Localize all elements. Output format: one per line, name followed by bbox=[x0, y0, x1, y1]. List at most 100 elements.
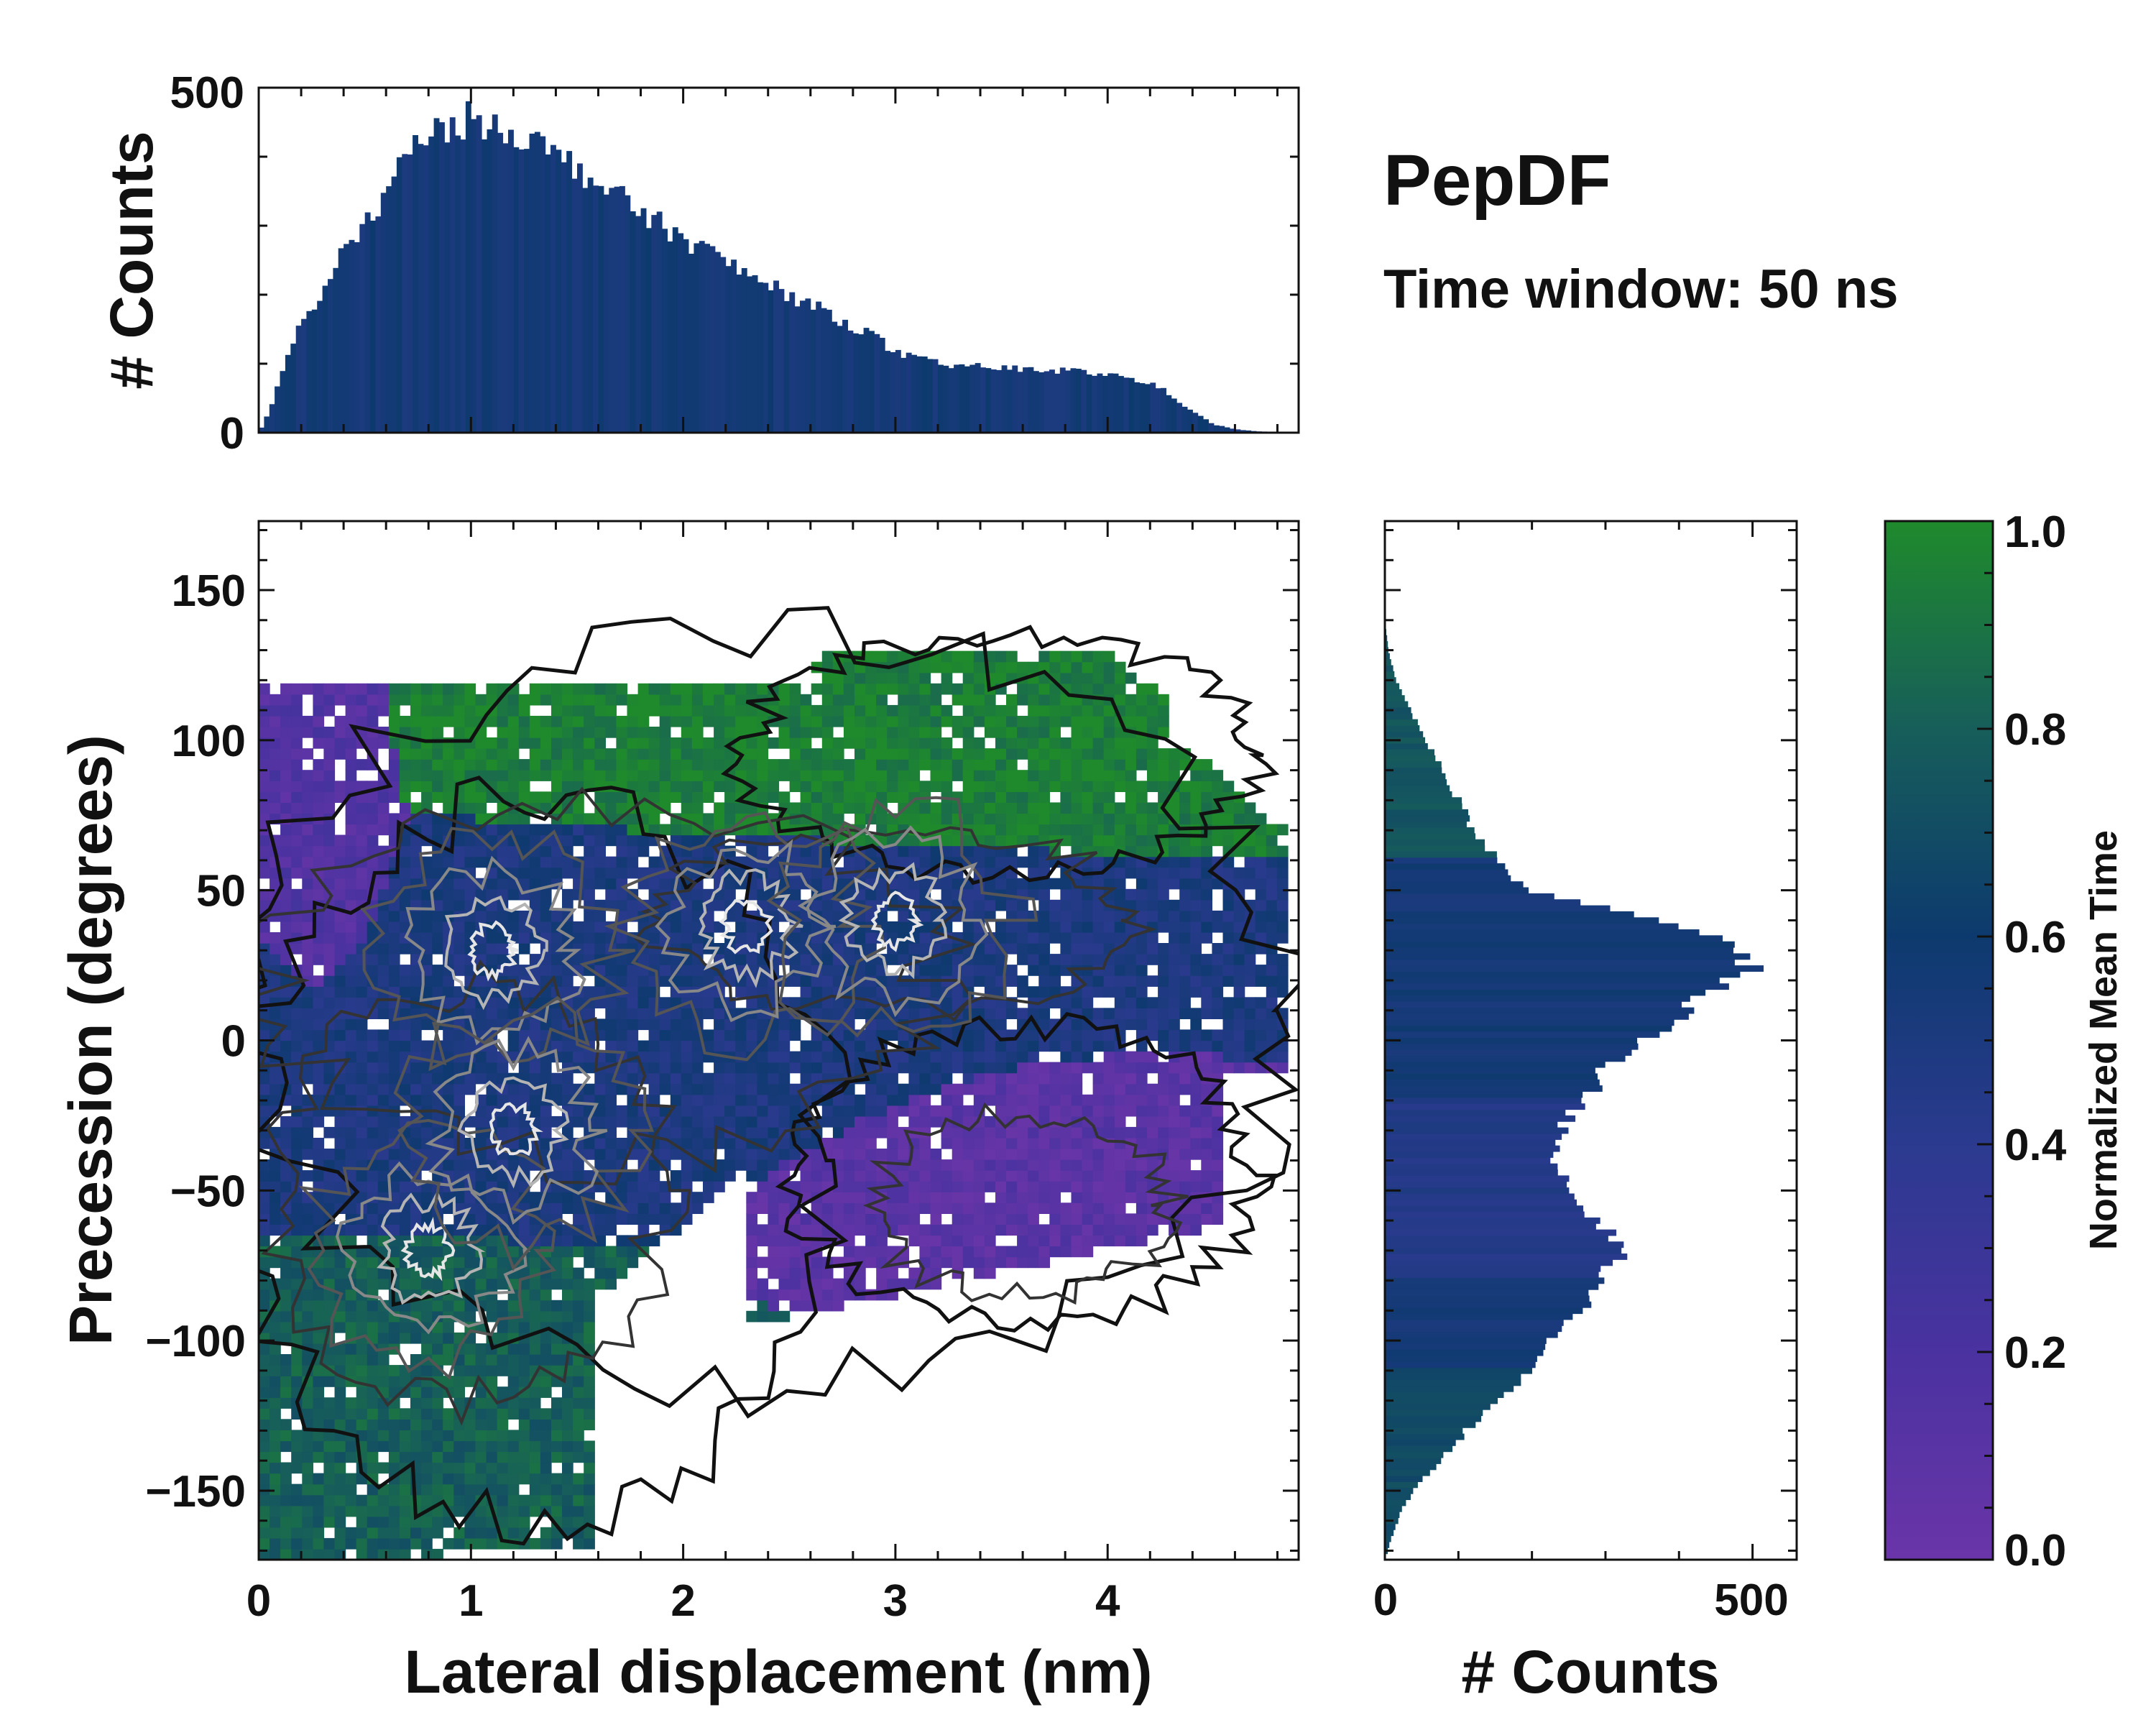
heatmap-cell bbox=[518, 1462, 530, 1474]
heatmap-cell bbox=[1071, 1202, 1083, 1214]
heatmap-cell bbox=[984, 965, 996, 976]
heatmap-cell bbox=[1038, 715, 1050, 727]
heatmap-cell bbox=[497, 1451, 509, 1463]
heatmap-cell bbox=[562, 1202, 573, 1214]
heatmap-cell bbox=[475, 1430, 487, 1442]
heatmap-cell bbox=[323, 1105, 336, 1117]
heatmap-cell bbox=[1060, 1105, 1072, 1117]
heatmap-cell bbox=[323, 834, 336, 847]
heatmap-cell bbox=[876, 1235, 888, 1247]
heatmap-cell bbox=[291, 888, 303, 901]
heatmap-cell bbox=[486, 888, 498, 901]
heatmap-cell bbox=[345, 1440, 357, 1453]
heatmap-cell bbox=[984, 834, 996, 847]
heatmap-cell bbox=[865, 650, 877, 663]
heatmap-cell bbox=[410, 1040, 422, 1052]
heatmap-cell bbox=[648, 856, 660, 868]
heatmap-cell bbox=[313, 845, 325, 857]
heatmap-cell bbox=[356, 1397, 368, 1409]
heatmap-cell bbox=[908, 727, 921, 738]
heatmap-cell bbox=[291, 1008, 303, 1019]
heatmap-cell bbox=[356, 997, 368, 1008]
heatmap-cell bbox=[670, 694, 682, 706]
heatmap-cell bbox=[280, 770, 292, 781]
heatmap-cell bbox=[562, 770, 573, 781]
top-histogram-bars bbox=[259, 101, 1299, 433]
top-histogram-bar bbox=[301, 318, 307, 433]
heatmap-cell bbox=[486, 1246, 498, 1258]
heatmap-cell bbox=[789, 1246, 801, 1258]
heatmap-cell bbox=[573, 1235, 584, 1247]
heatmap-cell bbox=[334, 1105, 346, 1117]
heatmap-cell bbox=[323, 1267, 336, 1279]
heatmap-cell bbox=[345, 954, 357, 965]
heatmap-cell bbox=[1038, 943, 1050, 954]
heatmap-cell bbox=[952, 1235, 964, 1247]
heatmap-cell bbox=[410, 1332, 422, 1344]
heatmap-cell bbox=[1060, 672, 1072, 684]
heatmap-cell bbox=[562, 813, 573, 825]
heatmap-cell bbox=[681, 759, 693, 770]
heatmap-cell bbox=[323, 1430, 336, 1442]
heatmap-cell bbox=[334, 1473, 346, 1485]
heatmap-cell bbox=[670, 1040, 682, 1052]
heatmap-cell bbox=[941, 997, 953, 1008]
heatmap-cell bbox=[703, 1149, 714, 1160]
heatmap-cell bbox=[562, 781, 573, 792]
heatmap-cell bbox=[681, 737, 693, 749]
heatmap-cell bbox=[854, 1246, 866, 1258]
heatmap-cell bbox=[789, 845, 801, 857]
heatmap-cell bbox=[551, 845, 563, 857]
heatmap-cell bbox=[1071, 932, 1083, 944]
heatmap-cell bbox=[291, 1505, 303, 1517]
heatmap-cell bbox=[832, 1138, 844, 1149]
heatmap-cell bbox=[421, 1278, 433, 1290]
heatmap-cell bbox=[681, 704, 693, 717]
heatmap-cell bbox=[486, 1419, 498, 1430]
heatmap-cell bbox=[768, 1192, 780, 1203]
heatmap-cell bbox=[377, 704, 390, 717]
heatmap-cell bbox=[821, 1051, 834, 1063]
heatmap-cell bbox=[529, 1343, 541, 1355]
heatmap-cell bbox=[323, 748, 336, 760]
heatmap-cell bbox=[1082, 1029, 1094, 1041]
top-histogram-bar bbox=[683, 239, 689, 433]
top-histogram-bar bbox=[264, 416, 270, 433]
top-histogram-bar bbox=[311, 309, 318, 433]
heatmap-cell bbox=[637, 748, 650, 760]
heatmap-cell bbox=[551, 1083, 563, 1095]
top-histogram-bar bbox=[672, 227, 678, 433]
heatmap-cell bbox=[1082, 1138, 1094, 1149]
heatmap-cell bbox=[1028, 1072, 1039, 1085]
heatmap-cell bbox=[627, 1040, 639, 1052]
heatmap-cell bbox=[984, 770, 996, 781]
heatmap-cell bbox=[908, 1170, 921, 1182]
heatmap-cell bbox=[562, 856, 573, 868]
heatmap-cell bbox=[584, 1321, 595, 1333]
heatmap-cell bbox=[670, 932, 682, 944]
heatmap-cell bbox=[811, 781, 823, 792]
heatmap-cell bbox=[562, 1278, 573, 1290]
top-histogram-bar bbox=[306, 310, 313, 433]
heatmap-cell bbox=[432, 1072, 443, 1085]
heatmap-cell bbox=[432, 1310, 443, 1322]
heatmap-cell bbox=[323, 1537, 336, 1550]
heatmap-cell bbox=[367, 824, 379, 836]
heatmap-cell bbox=[843, 1181, 855, 1192]
heatmap-cell bbox=[464, 1343, 476, 1355]
heatmap-cell bbox=[627, 975, 639, 987]
heatmap-cell bbox=[941, 802, 953, 814]
heatmap-cell bbox=[507, 1440, 520, 1453]
heatmap-cell bbox=[377, 1408, 390, 1420]
heatmap-cell bbox=[714, 737, 725, 749]
heatmap-cell bbox=[518, 1430, 530, 1442]
heatmap-cell bbox=[540, 694, 552, 706]
heatmap-cell bbox=[518, 1516, 530, 1528]
top-histogram-bar bbox=[1171, 398, 1177, 433]
heatmap-cell bbox=[443, 1376, 454, 1387]
heatmap-cell bbox=[313, 943, 325, 954]
heatmap-cell bbox=[898, 759, 909, 770]
heatmap-cell bbox=[356, 1192, 368, 1203]
heatmap-cell bbox=[973, 1008, 985, 1019]
heatmap-cell bbox=[995, 921, 1007, 933]
